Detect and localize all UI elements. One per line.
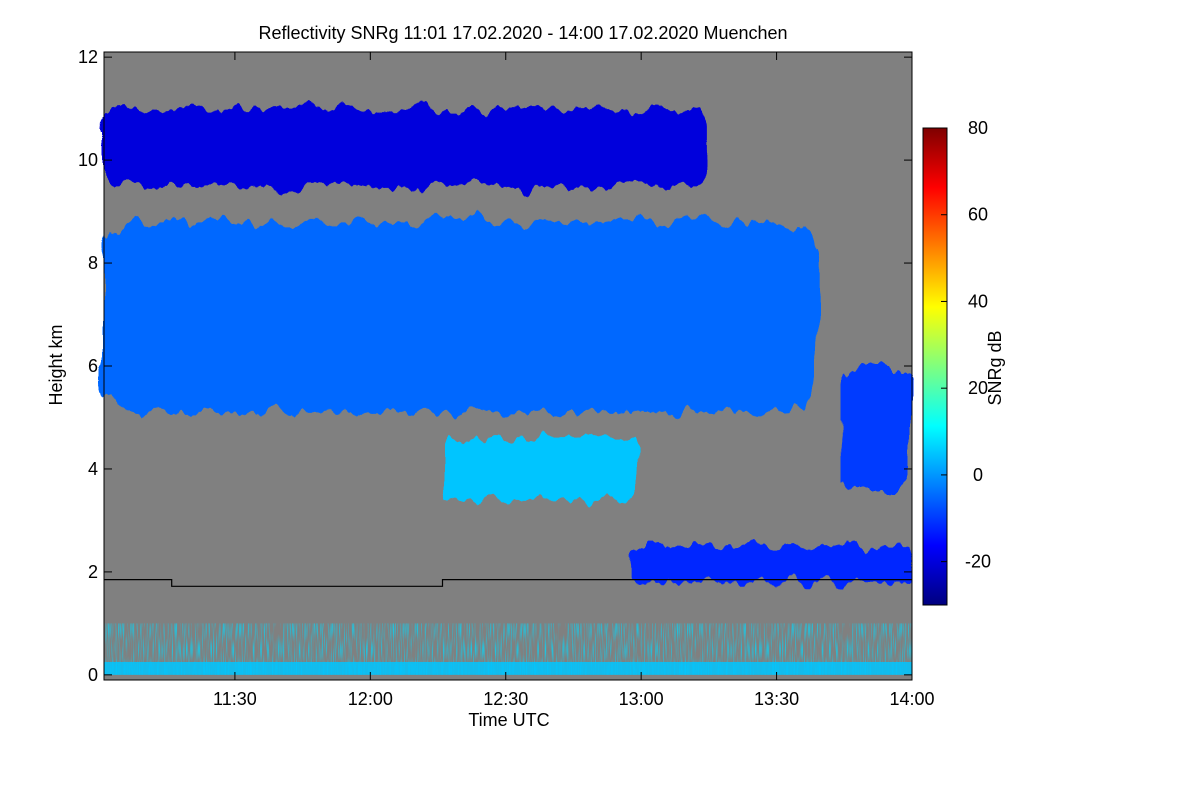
colorbar-tick-label-0: 0: [973, 465, 983, 485]
colorbar: -20 0 20 40 60 80: [922, 118, 991, 606]
y-tick-label-12: 12: [78, 47, 98, 67]
x-axis-label: Time UTC: [468, 710, 549, 730]
layer-right-patch: [844, 366, 912, 490]
y-tick-label-8: 8: [88, 253, 98, 273]
y-tick-label-4: 4: [88, 459, 98, 479]
layer-mid-cloud-patch: [442, 438, 637, 500]
y-tick-label-2: 2: [88, 562, 98, 582]
colorbar-tick-label-80: 80: [968, 118, 988, 138]
y-axis-label: Height km: [46, 324, 66, 405]
x-tick-label-12:30: 12:30: [483, 689, 528, 709]
chart-title: Reflectivity SNRg 11:01 17.02.2020 - 14:…: [258, 23, 787, 43]
colorbar-gradient: [922, 127, 948, 606]
colorbar-tick-label-60: 60: [968, 205, 988, 225]
x-tick-label-11:30: 11:30: [213, 689, 257, 709]
cloud-base-line: [104, 578, 912, 587]
colorbar-tick-label-20: 20: [968, 378, 988, 398]
y-tick-label-6: 6: [88, 356, 98, 376]
layer-main-cloud-layer: [104, 221, 818, 413]
y-tick-label-10: 10: [78, 150, 98, 170]
x-tick-label-13:30: 13:30: [754, 689, 799, 709]
colorbar-label: SNRg dB: [985, 330, 1005, 405]
y-tick-label-0: 0: [88, 665, 98, 685]
layer-boundary-layer-clutter: [104, 623, 912, 675]
plot-area: 11:30 12:00 12:30 13:00 13:30 14:00 0 2 4 6 8 10 12: [78, 47, 935, 709]
x-tick-label-13:00: 13:00: [619, 689, 664, 709]
x-tick-label-12:00: 12:00: [348, 689, 393, 709]
colorbar-tick-label-40: 40: [968, 291, 988, 311]
clutter-surface-band: [104, 661, 912, 675]
layer-low-layer: [632, 546, 912, 583]
colorbar-tick-label--20: -20: [965, 552, 991, 572]
layer-cirrus-layer: [104, 108, 709, 186]
x-tick-label-14:00: 14:00: [889, 689, 934, 709]
